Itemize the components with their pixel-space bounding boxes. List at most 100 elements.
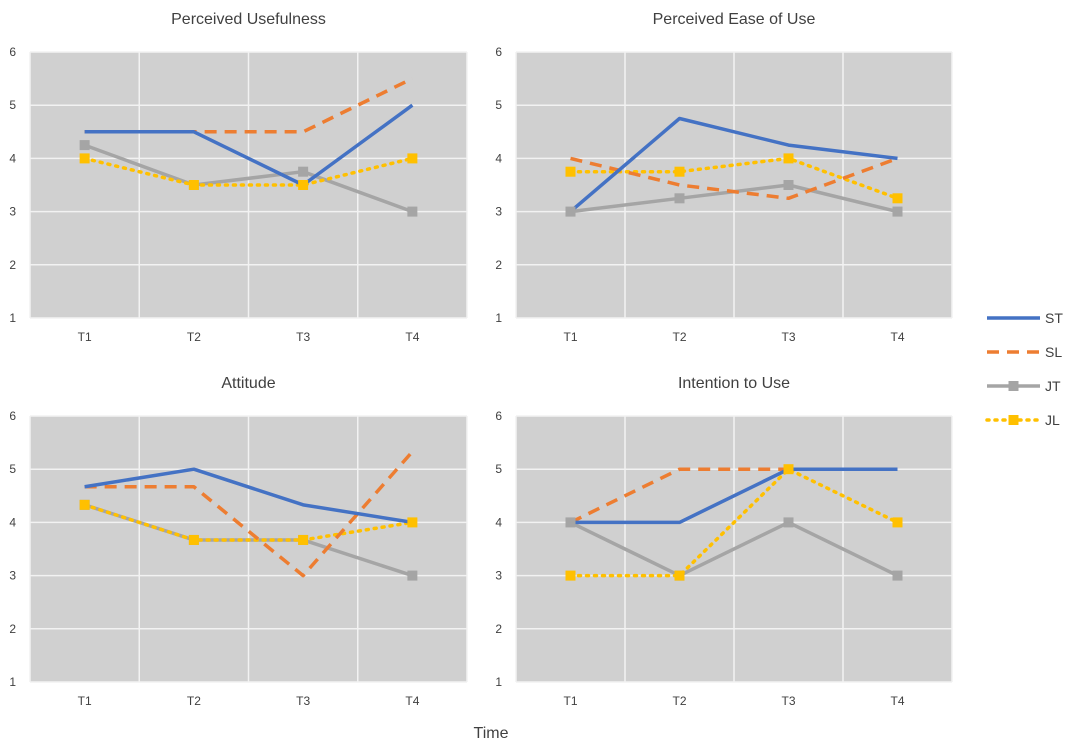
x-tick-label: T3 xyxy=(781,330,795,344)
series-line-JL xyxy=(82,503,415,542)
legend-swatch-marker xyxy=(1008,415,1019,425)
data-point-JL xyxy=(674,166,685,177)
chart-panel-4: 1 2 3 4 5 6 T1 T2 T3 T4 Intention to Use xyxy=(495,375,953,708)
legend-item-ST: ST xyxy=(987,310,1063,326)
y-tick-label: 1 xyxy=(9,675,16,689)
data-point-JT xyxy=(407,570,418,581)
legend-item-JT: JT xyxy=(987,378,1061,394)
y-tick-label: 1 xyxy=(495,675,502,689)
data-point-JL xyxy=(188,180,199,190)
x-tick-label: T1 xyxy=(563,694,577,708)
data-point-JL xyxy=(783,464,794,475)
data-point-JT xyxy=(783,180,794,190)
x-tick-label: T1 xyxy=(78,330,92,344)
x-tick-label: T2 xyxy=(187,330,201,344)
data-point-JL xyxy=(298,534,309,545)
y-tick-label: 3 xyxy=(9,569,16,583)
chart-title: Intention to Use xyxy=(678,375,790,392)
data-point-JT xyxy=(407,206,418,217)
data-point-JT xyxy=(674,193,685,204)
data-point-JL xyxy=(892,193,903,204)
x-tick-label: T3 xyxy=(296,694,310,708)
y-tick-label: 4 xyxy=(9,151,16,165)
y-tick-label: 2 xyxy=(495,258,502,272)
data-point-JT xyxy=(565,206,576,217)
chart-panel-2: 1 2 3 4 5 6 T1 T2 T3 T4 Perceived Ease of Use xyxy=(495,11,953,344)
series-line-ST xyxy=(570,467,898,525)
y-tick-label: 5 xyxy=(9,98,16,112)
chart-title: Perceived Usefulness xyxy=(171,11,326,28)
series-line-JL xyxy=(568,156,900,201)
y-tick-label: 5 xyxy=(9,462,16,476)
y-tick-label: 6 xyxy=(495,45,502,59)
series-line-ST xyxy=(84,467,413,525)
x-tick-label: T3 xyxy=(781,694,795,708)
series-line-ST xyxy=(569,116,898,213)
x-tick-label: T3 xyxy=(296,330,310,344)
legend-item-JL: JL xyxy=(985,412,1060,428)
legend-item-SL: SL xyxy=(987,344,1062,360)
data-point-JT xyxy=(298,166,309,177)
data-point-JL xyxy=(783,153,794,164)
y-tick-label: 4 xyxy=(9,515,16,529)
y-tick-label: 1 xyxy=(9,311,16,325)
data-point-JT xyxy=(79,140,90,151)
data-point-JL xyxy=(407,153,418,164)
chart-title: Attitude xyxy=(221,375,275,392)
y-tick-label: 4 xyxy=(495,515,502,529)
series-line-SL xyxy=(84,77,414,134)
y-tick-label: 5 xyxy=(495,98,502,112)
data-point-JL xyxy=(565,166,576,177)
data-point-JT xyxy=(892,206,903,217)
data-point-JL xyxy=(188,534,199,545)
data-point-JL xyxy=(892,517,903,528)
chart-title: Perceived Ease of Use xyxy=(653,11,816,28)
x-tick-label: T1 xyxy=(78,694,92,708)
y-tick-label: 3 xyxy=(495,569,502,583)
x-tick-label: T4 xyxy=(405,694,419,708)
series-line-ST xyxy=(84,103,414,187)
legend-label: JT xyxy=(1045,378,1061,394)
x-tick-label: T4 xyxy=(405,330,419,344)
x-tick-label: T4 xyxy=(890,694,904,708)
chart-panel-3: 1 2 3 4 5 6 T1 T2 T3 T4 Attitude xyxy=(9,375,468,708)
x-tick-label: T2 xyxy=(672,330,686,344)
y-tick-label: 3 xyxy=(495,205,502,219)
y-tick-label: 4 xyxy=(495,151,502,165)
y-tick-label: 1 xyxy=(495,311,502,325)
x-tick-label: T1 xyxy=(563,330,577,344)
data-point-JL xyxy=(407,517,418,528)
data-point-JT xyxy=(892,570,903,581)
y-tick-label: 6 xyxy=(495,409,502,423)
series-line-JT xyxy=(569,520,899,578)
legend-label: ST xyxy=(1045,310,1063,326)
data-point-JL xyxy=(674,570,685,581)
data-point-JL xyxy=(298,180,309,190)
chart-panel-1: 1 2 3 4 5 6 T1 T2 T3 T4 Perceived Usefulness xyxy=(9,11,468,344)
legend-label: SL xyxy=(1045,344,1062,360)
series-line-JL xyxy=(82,156,415,187)
legend: ST SL JT JL xyxy=(985,310,1063,428)
data-point-JL xyxy=(79,153,90,164)
data-point-JL xyxy=(565,570,576,581)
x-tick-label: T2 xyxy=(187,694,201,708)
y-tick-label: 2 xyxy=(9,258,16,272)
x-axis-label: Time xyxy=(474,725,509,742)
data-point-JL xyxy=(79,499,90,510)
x-tick-label: T2 xyxy=(672,694,686,708)
series-line-SL xyxy=(570,156,899,201)
y-tick-label: 3 xyxy=(9,205,16,219)
y-tick-label: 5 xyxy=(495,462,502,476)
series-line-JL xyxy=(568,467,900,578)
y-tick-label: 6 xyxy=(9,45,16,59)
legend-swatch-marker xyxy=(1008,381,1019,391)
data-point-JT xyxy=(783,517,794,528)
chart-panels: 1 2 3 4 5 6 T1 T2 T3 T4 Perceived Usefulness 1 2 3 4 5 6… xyxy=(9,11,953,708)
y-tick-label: 2 xyxy=(9,622,16,636)
series-line-JT xyxy=(84,143,413,214)
data-point-JT xyxy=(565,517,576,528)
y-tick-label: 6 xyxy=(9,409,16,423)
y-tick-label: 2 xyxy=(495,622,502,636)
legend-label: JL xyxy=(1045,412,1060,428)
